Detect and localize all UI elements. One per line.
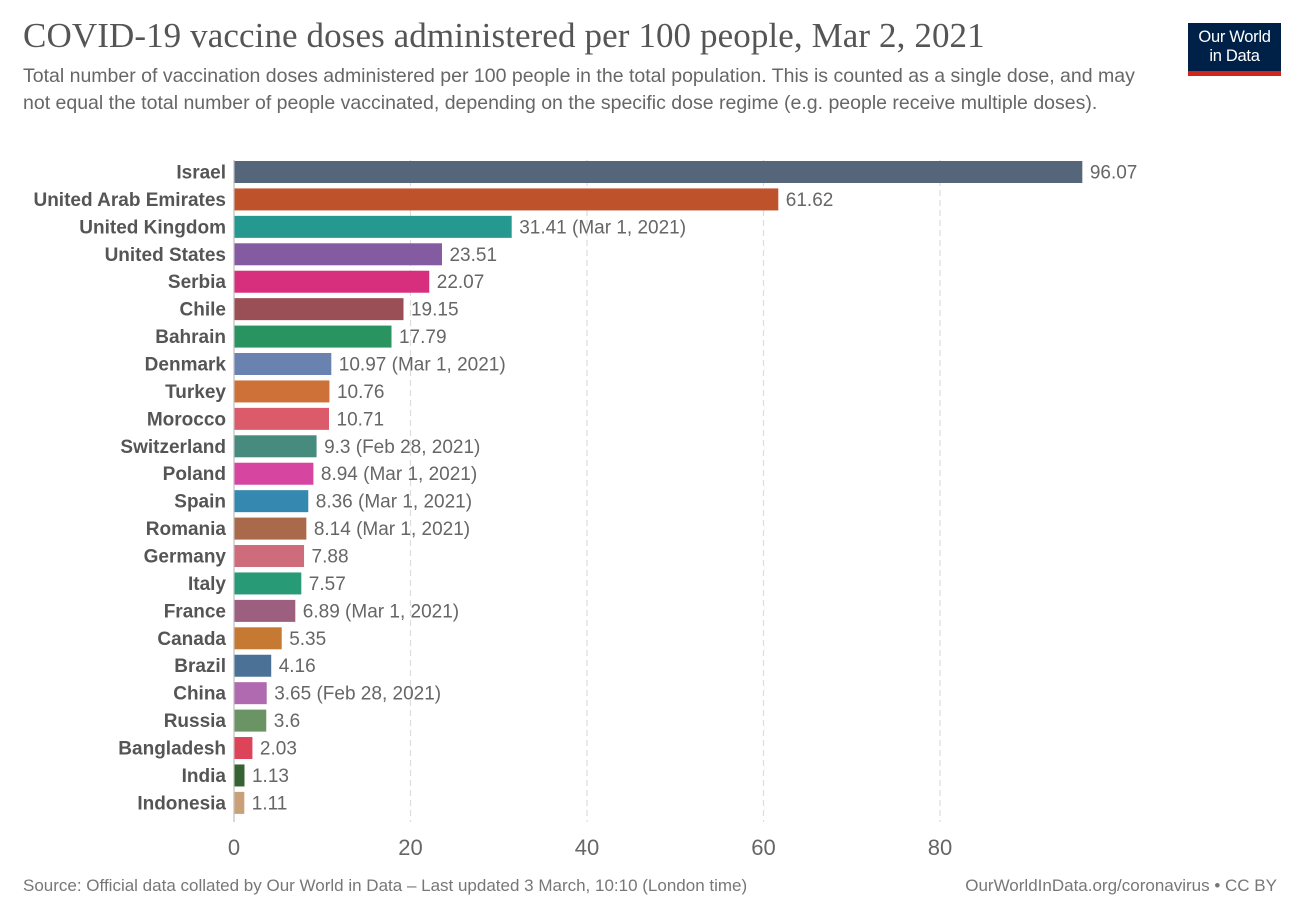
value-label: 5.35 bbox=[289, 629, 326, 650]
bar[interactable] bbox=[234, 764, 245, 787]
value-label: 23.51 bbox=[449, 245, 497, 266]
bar[interactable] bbox=[234, 654, 272, 677]
value-label: 17.79 bbox=[399, 327, 447, 348]
value-label: 19.15 bbox=[411, 300, 459, 321]
category-label: India bbox=[182, 766, 227, 787]
value-label: 1.11 bbox=[252, 793, 288, 814]
logo-line-1: Our World bbox=[1198, 28, 1271, 46]
category-label: Denmark bbox=[145, 355, 227, 376]
category-label: United Kingdom bbox=[79, 217, 226, 238]
bar[interactable] bbox=[234, 627, 282, 650]
category-label: France bbox=[164, 601, 226, 622]
value-label: 7.88 bbox=[312, 547, 349, 568]
category-label: Romania bbox=[146, 519, 227, 540]
bar[interactable] bbox=[234, 791, 245, 814]
category-label: Indonesia bbox=[137, 793, 226, 814]
bar[interactable] bbox=[234, 599, 296, 622]
category-labels: Israel United Arab Emirates United Kingdom… bbox=[33, 163, 226, 815]
category-label: Serbia bbox=[168, 272, 227, 293]
license-link[interactable]: OurWorldInData.org/coronavirus • CC BY bbox=[965, 876, 1277, 895]
category-label: Italy bbox=[188, 574, 226, 595]
value-label: 9.3 (Feb 28, 2021) bbox=[324, 437, 480, 458]
x-tick-label: 80 bbox=[928, 835, 952, 860]
owid-logo[interactable]: Our World in Data bbox=[1188, 23, 1281, 76]
value-label: 7.57 bbox=[309, 574, 346, 595]
value-label: 10.97 (Mar 1, 2021) bbox=[339, 355, 506, 376]
source-note: Source: Official data collated by Our Wo… bbox=[23, 876, 748, 895]
logo-accent-bar bbox=[1188, 71, 1281, 76]
value-label: 10.76 bbox=[337, 382, 385, 403]
category-label: Israel bbox=[176, 163, 226, 184]
bar[interactable] bbox=[234, 517, 307, 540]
category-label: Brazil bbox=[174, 656, 226, 677]
category-label: Bangladesh bbox=[118, 739, 226, 760]
value-label: 8.14 (Mar 1, 2021) bbox=[314, 519, 470, 540]
x-axis-ticks: 0 20 40 60 80 bbox=[228, 835, 952, 860]
value-label: 8.94 (Mar 1, 2021) bbox=[321, 464, 477, 485]
bar[interactable] bbox=[234, 407, 330, 430]
value-label: 4.16 bbox=[279, 656, 316, 677]
category-label: Turkey bbox=[165, 382, 226, 403]
value-label: 96.07 bbox=[1090, 163, 1138, 184]
value-label: 3.6 bbox=[274, 711, 300, 732]
bar[interactable] bbox=[234, 545, 305, 568]
category-label: China bbox=[173, 684, 226, 705]
category-label: Bahrain bbox=[155, 327, 226, 348]
bar[interactable] bbox=[234, 298, 404, 321]
bar[interactable] bbox=[234, 270, 430, 293]
gridlines bbox=[233, 160, 941, 822]
bar[interactable] bbox=[234, 737, 253, 760]
bar[interactable] bbox=[234, 462, 314, 485]
category-label: Switzerland bbox=[120, 437, 226, 458]
x-tick-label: 40 bbox=[575, 835, 599, 860]
bar[interactable] bbox=[234, 682, 267, 705]
category-label: United States bbox=[105, 245, 226, 266]
value-label: 31.41 (Mar 1, 2021) bbox=[519, 217, 686, 238]
category-label: United Arab Emirates bbox=[33, 190, 226, 211]
x-tick-label: 60 bbox=[751, 835, 775, 860]
category-label: Poland bbox=[163, 464, 226, 485]
chart-title: COVID-19 vaccine doses administered per … bbox=[23, 16, 985, 55]
category-label: Chile bbox=[180, 300, 226, 321]
value-label: 61.62 bbox=[786, 190, 834, 211]
x-tick-label: 20 bbox=[398, 835, 422, 860]
value-label: 1.13 bbox=[252, 766, 289, 787]
x-tick-label: 0 bbox=[228, 835, 240, 860]
category-label: Canada bbox=[157, 629, 226, 650]
value-label: 10.71 bbox=[337, 409, 385, 430]
bar[interactable] bbox=[234, 490, 309, 513]
bar[interactable] bbox=[234, 572, 302, 595]
bars bbox=[234, 161, 1083, 814]
chart-subtitle: Total number of vaccination doses admini… bbox=[23, 65, 1135, 114]
bar[interactable] bbox=[234, 325, 392, 348]
logo-line-2: in Data bbox=[1209, 47, 1260, 65]
value-labels: 96.07 61.62 31.41 (Mar 1, 2021) 23.51 22.07 1… bbox=[252, 163, 1138, 815]
bar[interactable] bbox=[234, 161, 1083, 183]
category-label: Morocco bbox=[147, 409, 226, 430]
category-label: Spain bbox=[174, 492, 226, 513]
bar[interactable] bbox=[234, 435, 317, 458]
value-label: 3.65 (Feb 28, 2021) bbox=[274, 684, 441, 705]
logo-text: Our World in Data bbox=[1188, 28, 1281, 66]
value-label: 6.89 (Mar 1, 2021) bbox=[303, 601, 459, 622]
bar[interactable] bbox=[234, 709, 267, 732]
value-label: 2.03 bbox=[260, 739, 297, 760]
value-label: 8.36 (Mar 1, 2021) bbox=[316, 492, 472, 513]
category-label: Germany bbox=[144, 547, 227, 568]
bar[interactable] bbox=[234, 188, 779, 211]
bar[interactable] bbox=[234, 215, 512, 238]
bar[interactable] bbox=[234, 353, 332, 376]
value-label: 22.07 bbox=[437, 272, 485, 293]
bar[interactable] bbox=[234, 243, 442, 266]
category-label: Russia bbox=[164, 711, 227, 732]
bar[interactable] bbox=[234, 380, 330, 403]
